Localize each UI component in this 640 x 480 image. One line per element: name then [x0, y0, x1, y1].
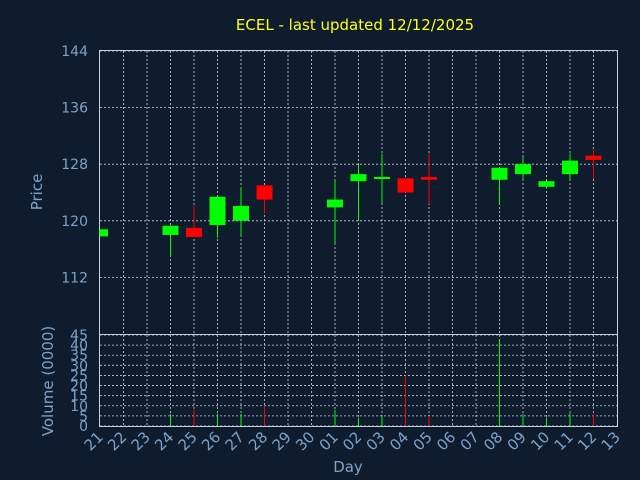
- price-tick-label: 128: [61, 157, 88, 173]
- candle-body: [398, 178, 414, 192]
- price-tick-label: 112: [61, 270, 88, 286]
- candle-body: [351, 174, 367, 181]
- volume-tick-label: 0: [79, 419, 88, 435]
- x-axis-label: Day: [333, 458, 363, 476]
- price-tick-label: 120: [61, 214, 88, 230]
- candle-body: [186, 228, 202, 237]
- candle-body: [421, 177, 437, 180]
- chart-title: ECEL - last updated 12/12/2025: [236, 16, 474, 34]
- price-tick-label: 136: [61, 101, 88, 117]
- price-tick-label: 144: [61, 44, 88, 60]
- candle-body: [586, 156, 602, 160]
- candle-body: [163, 226, 179, 235]
- day-axis-ticks: 2122232425262728293001020304050607080910…: [81, 428, 624, 454]
- candle-body: [492, 168, 508, 180]
- candle-body: [257, 185, 273, 199]
- price-axis-label: Price: [28, 174, 46, 211]
- volume-axis-label: Volume (0000): [39, 326, 57, 436]
- candle-body: [515, 164, 531, 174]
- candle-body: [233, 206, 249, 221]
- candle-body: [539, 181, 555, 187]
- candle-body: [100, 229, 108, 236]
- candle-body: [327, 200, 343, 208]
- candle-body: [562, 161, 578, 174]
- candle-body: [374, 177, 390, 179]
- candle-body: [210, 197, 226, 225]
